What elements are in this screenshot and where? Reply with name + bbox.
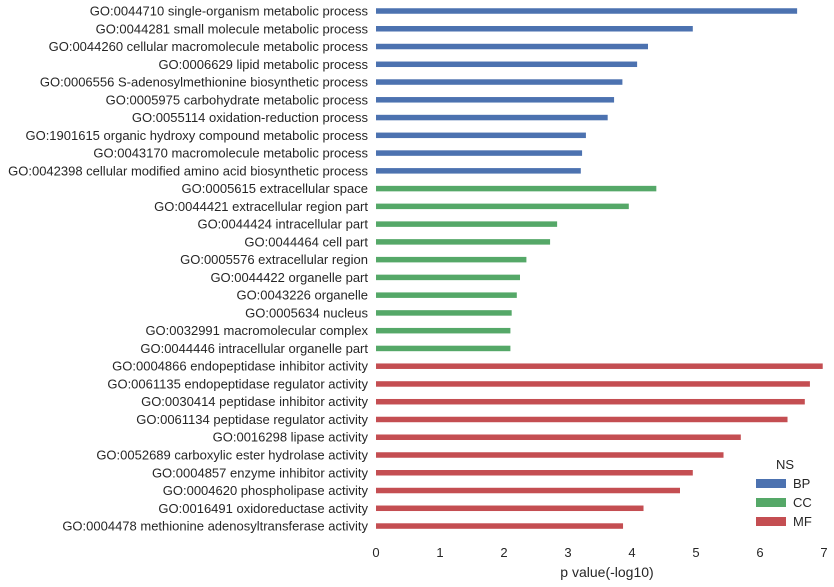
- category-label: GO:0044424 intracellular part: [197, 217, 368, 232]
- category-labels: GO:0044710 single-organism metabolic pro…: [8, 4, 368, 534]
- x-tick-label: 0: [372, 545, 379, 560]
- legend-items: BP CC MF: [756, 476, 812, 529]
- legend-swatch-bp: [756, 479, 786, 488]
- category-label: GO:1901615 organic hydroxy compound meta…: [25, 128, 368, 143]
- category-label: GO:0005615 extracellular space: [182, 181, 368, 196]
- bar-cc: [376, 310, 512, 316]
- bar-mf: [376, 398, 805, 405]
- x-tick-label: 1: [436, 545, 443, 560]
- category-label: GO:0004478 methionine adenosyltransferas…: [62, 519, 368, 534]
- category-label: GO:0055114 oxidation-reduction process: [132, 110, 369, 125]
- category-label: GO:0044464 cell part: [244, 234, 368, 249]
- category-label: GO:0004620 phospholipase activity: [163, 483, 369, 498]
- bar-bp: [376, 8, 798, 14]
- x-axis-title: p value(-log10): [560, 564, 653, 580]
- legend-swatch-mf: [756, 517, 786, 526]
- x-axis-ticks: 0 1 2 3 4 5 6 7: [372, 545, 827, 560]
- bar-bp: [376, 26, 693, 32]
- x-tick-label: 4: [628, 545, 635, 560]
- category-label: GO:0005576 extracellular region: [180, 252, 368, 267]
- category-label: GO:0052689 carboxylic ester hydrolase ac…: [96, 448, 368, 463]
- bar-cc: [376, 185, 657, 192]
- bar-mf: [376, 452, 724, 458]
- bar-cc: [376, 239, 551, 245]
- category-label: GO:0044260 cellular macromolecule metabo…: [49, 39, 369, 54]
- category-label: GO:0044422 organelle part: [210, 270, 368, 285]
- bar-cc: [376, 345, 511, 352]
- category-label: GO:0043170 macromolecule metabolic proce…: [93, 146, 368, 161]
- bar-mf: [376, 434, 741, 440]
- bar-bp: [376, 114, 608, 121]
- x-tick-label: 7: [820, 545, 827, 560]
- category-label: GO:0044710 single-organism metabolic pro…: [90, 4, 369, 19]
- category-label: GO:0032991 macromolecular complex: [145, 323, 368, 338]
- legend-label-bp: BP: [793, 476, 810, 491]
- bar-cc: [376, 256, 527, 263]
- bar-cc: [376, 274, 520, 281]
- bar-bp: [376, 132, 586, 139]
- category-label: GO:0030414 peptidase inhibitor activity: [141, 394, 368, 409]
- legend: NS BP CC MF: [756, 457, 812, 529]
- category-label: GO:0006556 S-adenosylmethionine biosynth…: [40, 75, 369, 90]
- category-label: GO:0061134 peptidase regulator activity: [136, 412, 368, 427]
- category-label: GO:0042398 cellular modified amino acid …: [8, 163, 368, 178]
- category-label: GO:0044446 intracellular organelle part: [140, 341, 368, 356]
- bar-cc: [376, 203, 629, 210]
- category-label: GO:0005634 nucleus: [245, 305, 368, 320]
- legend-label-mf: MF: [793, 514, 812, 529]
- category-label: GO:0061135 endopeptidase regulator activ…: [107, 376, 368, 391]
- legend-label-cc: CC: [793, 495, 812, 510]
- legend-title: NS: [776, 457, 794, 472]
- category-label: GO:0005975 carbohydrate metabolic proces…: [106, 92, 369, 107]
- bar-cc: [376, 221, 558, 227]
- bar-mf: [376, 363, 823, 369]
- bar-bp: [376, 168, 581, 174]
- x-tick-label: 5: [692, 545, 699, 560]
- bar-mf: [376, 416, 788, 423]
- bar-cc: [376, 292, 517, 298]
- bars-layer: [376, 8, 823, 529]
- bar-mf: [376, 505, 644, 512]
- category-label: GO:0006629 lipid metabolic process: [158, 57, 368, 72]
- category-label: GO:0004857 enzyme inhibitor activity: [152, 465, 369, 480]
- category-label: GO:0043226 organelle: [236, 288, 368, 303]
- bar-mf: [376, 523, 624, 529]
- bar-bp: [376, 79, 623, 85]
- bar-bp: [376, 150, 583, 156]
- bar-mf: [376, 381, 810, 387]
- bar-bp: [376, 43, 648, 50]
- legend-swatch-cc: [756, 498, 786, 507]
- category-label: GO:0044281 small molecule metabolic proc…: [96, 21, 369, 36]
- x-tick-label: 6: [756, 545, 763, 560]
- x-tick-label: 2: [500, 545, 507, 560]
- category-label: GO:0004866 endopeptidase inhibitor activ…: [112, 359, 368, 374]
- bar-bp: [376, 97, 615, 103]
- bar-mf: [376, 487, 680, 494]
- x-tick-label: 3: [564, 545, 571, 560]
- bar-bp: [376, 61, 638, 68]
- category-label: GO:0016298 lipase activity: [213, 430, 369, 445]
- bar-cc: [376, 327, 511, 334]
- bar-mf: [376, 470, 693, 476]
- category-label: GO:0016491 oxidoreductase activity: [158, 501, 368, 516]
- category-label: GO:0044421 extracellular region part: [154, 199, 368, 214]
